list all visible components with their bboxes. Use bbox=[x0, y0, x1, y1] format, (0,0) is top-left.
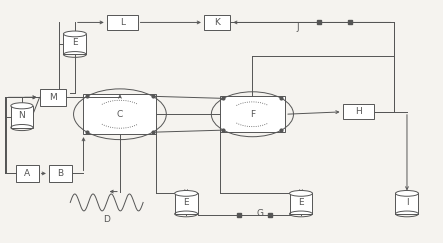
Ellipse shape bbox=[11, 103, 33, 109]
Text: G: G bbox=[257, 209, 264, 218]
Text: N: N bbox=[19, 111, 25, 120]
Bar bbox=[83, 94, 156, 134]
Text: I: I bbox=[406, 198, 408, 207]
Text: B: B bbox=[57, 169, 63, 178]
Ellipse shape bbox=[175, 191, 198, 196]
Bar bbox=[107, 15, 138, 30]
Bar bbox=[290, 193, 312, 214]
Bar bbox=[16, 165, 39, 182]
Text: H: H bbox=[355, 107, 362, 116]
Text: E: E bbox=[72, 38, 78, 47]
Text: M: M bbox=[49, 93, 57, 102]
Bar bbox=[49, 165, 72, 182]
Bar bbox=[39, 89, 66, 105]
Ellipse shape bbox=[290, 191, 312, 196]
Text: K: K bbox=[214, 18, 220, 27]
Bar bbox=[175, 193, 198, 214]
Text: E: E bbox=[298, 198, 304, 207]
Text: D: D bbox=[103, 215, 110, 224]
Bar bbox=[11, 106, 33, 128]
Text: F: F bbox=[250, 110, 255, 119]
Ellipse shape bbox=[396, 191, 419, 196]
Text: L: L bbox=[120, 18, 124, 27]
Bar bbox=[396, 193, 419, 214]
Text: C: C bbox=[117, 110, 123, 119]
Ellipse shape bbox=[63, 31, 86, 37]
Bar bbox=[342, 104, 374, 119]
Text: A: A bbox=[24, 169, 30, 178]
Text: E: E bbox=[183, 198, 189, 207]
Bar bbox=[63, 34, 86, 54]
Text: J: J bbox=[296, 23, 299, 32]
Bar bbox=[220, 96, 285, 132]
Bar bbox=[204, 15, 230, 30]
